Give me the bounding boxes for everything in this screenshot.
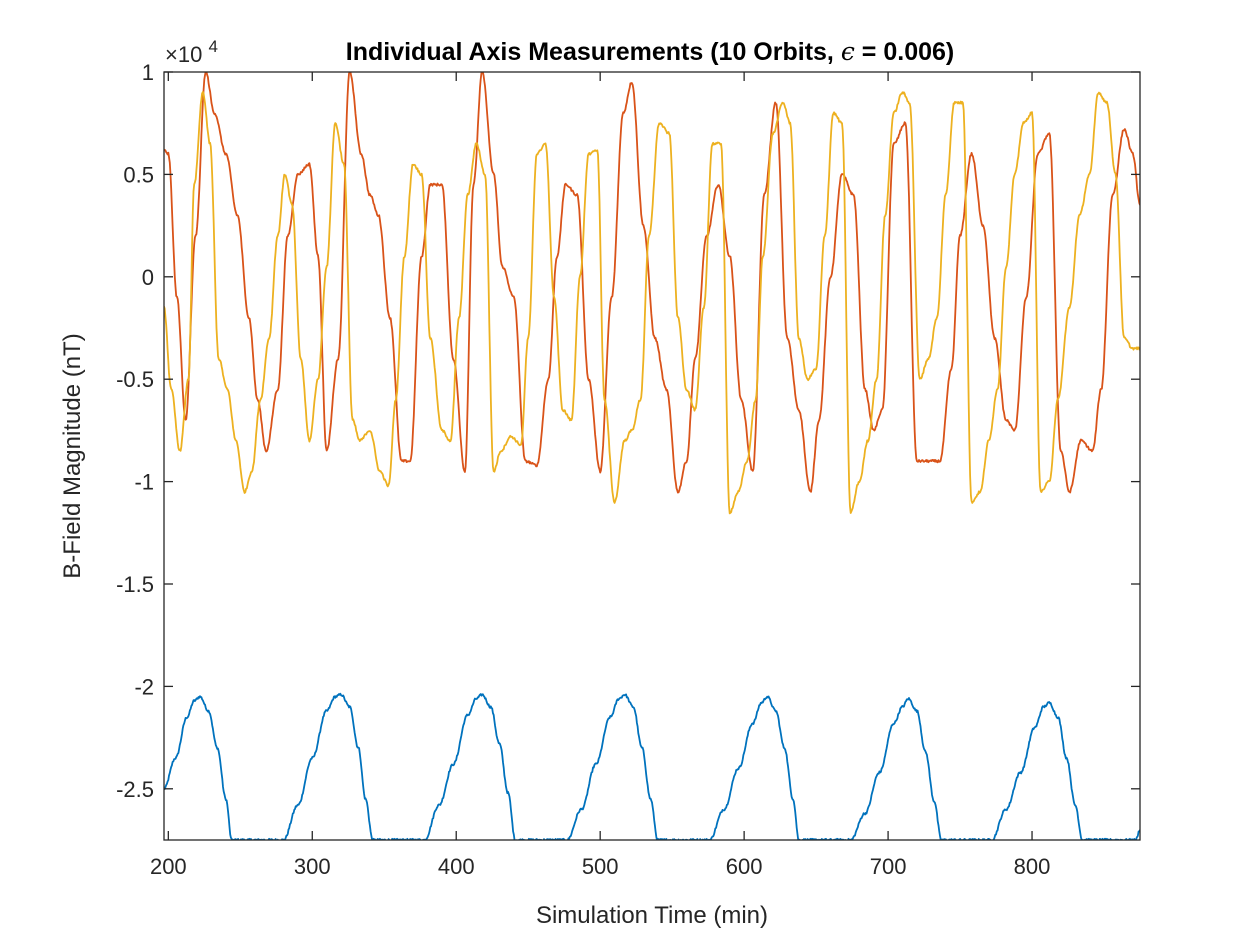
tick-layer: 200 300 400 500 600 700 800 -2.5 -2 -1.5 -1 -0.5 0 0.… xyxy=(116,60,1140,879)
x-tick-label: 400 xyxy=(438,854,475,879)
y-axis-label: B-Field Magnitude (nT) xyxy=(59,333,86,578)
y-tick-label: 0 xyxy=(142,265,154,290)
y-multiplier-base: ×10 xyxy=(165,42,202,67)
x-tick-label: 800 xyxy=(1014,854,1051,879)
y-multiplier-exponent: 4 xyxy=(208,37,217,56)
y-tick-label: -1.5 xyxy=(116,572,154,597)
y-axis-multiplier: ×10 4 xyxy=(165,37,218,67)
x-tick-label: 700 xyxy=(870,854,907,879)
chart-title: Individual Axis Measurements (10 Orbits,… xyxy=(346,37,954,66)
plot-area-frame xyxy=(163,71,1141,841)
y-tick-label: 1 xyxy=(142,60,154,85)
x-tick-label: 500 xyxy=(582,854,619,879)
x-tick-label: 300 xyxy=(294,854,331,879)
chart-title-suffix: = 0.006) xyxy=(862,38,954,66)
y-tick-label: -1 xyxy=(134,470,154,495)
x-axis-label: Simulation Time (min) xyxy=(536,902,768,929)
x-tick-label: 600 xyxy=(726,854,763,879)
series-line-2 xyxy=(164,72,1140,494)
y-tick-label: -2 xyxy=(134,674,154,699)
series-line-3 xyxy=(164,91,1140,515)
series-line-1 xyxy=(164,692,1140,840)
y-tick-label: 0.5 xyxy=(123,162,154,187)
y-tick-label: -2.5 xyxy=(116,777,154,802)
x-tick-label: 200 xyxy=(150,854,187,879)
y-tick-label: -0.5 xyxy=(116,367,154,392)
series-layer xyxy=(164,72,1140,840)
chart-title-symbol: ϵ xyxy=(841,37,855,66)
chart-title-prefix: Individual Axis Measurements (10 Orbits, xyxy=(346,38,841,66)
